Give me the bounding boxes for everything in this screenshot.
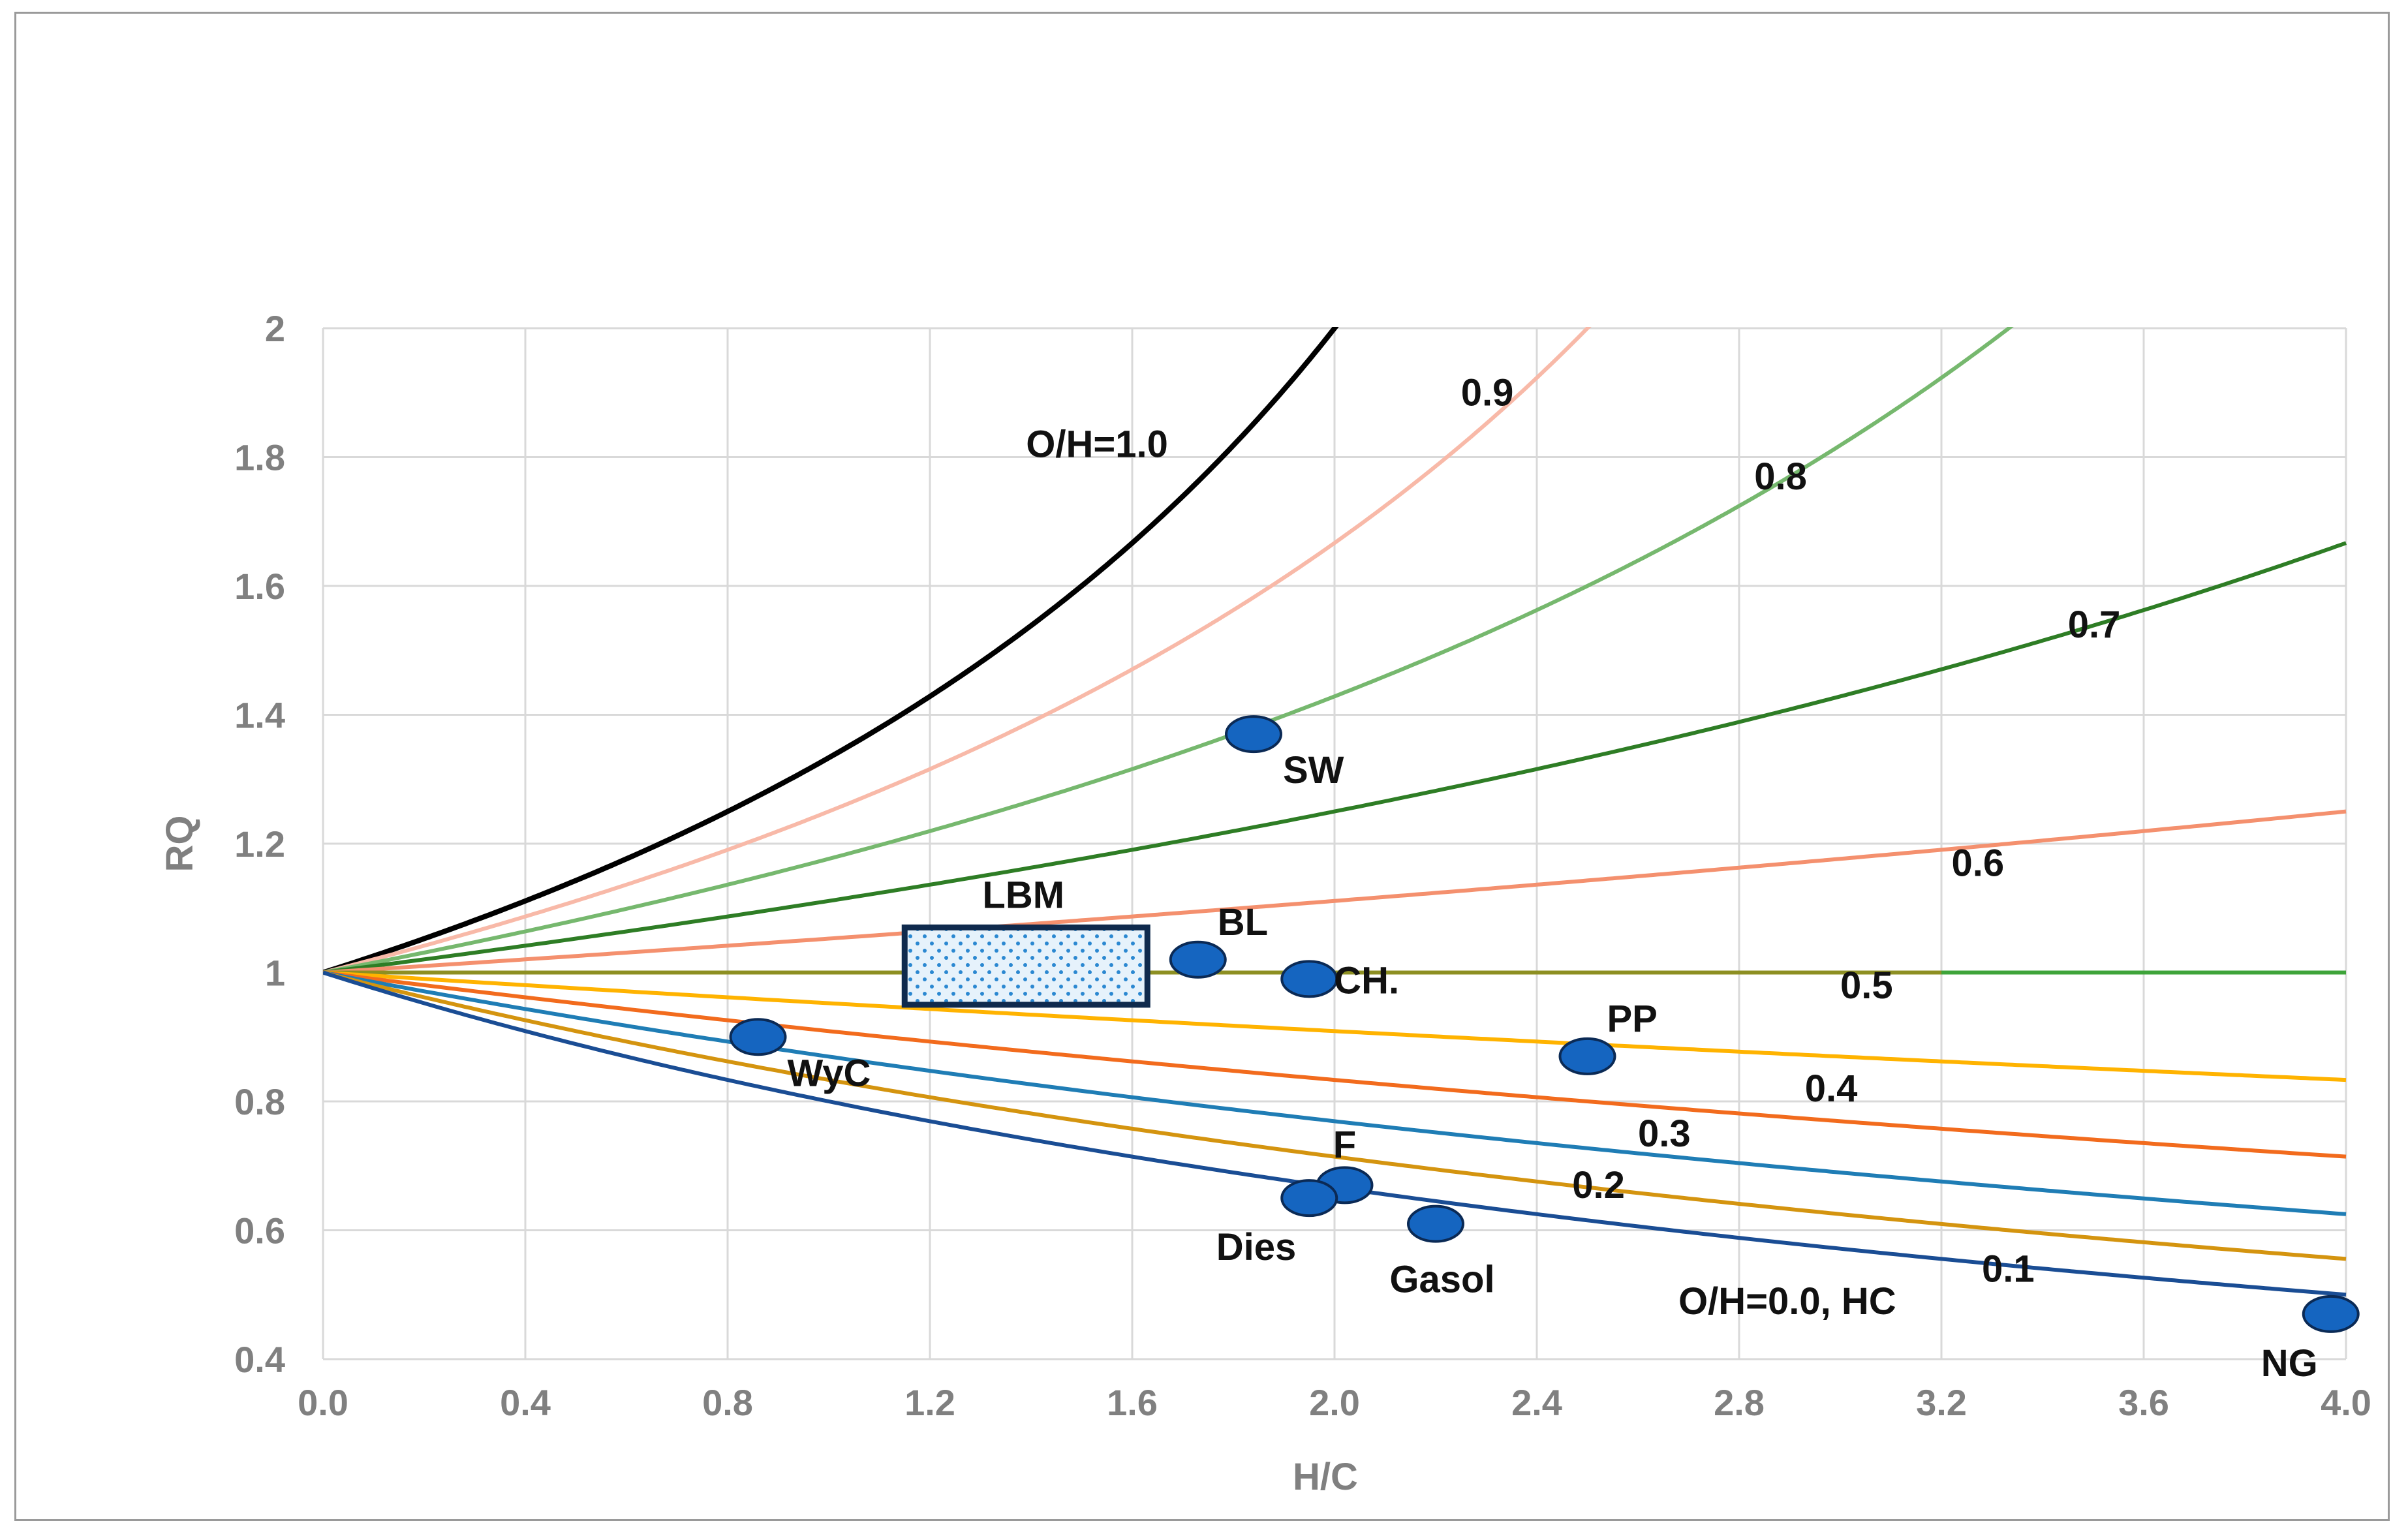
point-label-f: F bbox=[1333, 1124, 1356, 1166]
point-pp bbox=[1558, 1037, 1616, 1075]
curve-label-0-8: 0.8 bbox=[1754, 455, 1807, 498]
point-label-dies: Dies bbox=[1216, 1226, 1297, 1268]
y-axis-title: RQ bbox=[159, 816, 201, 872]
curve-label-0-7: 0.7 bbox=[2068, 604, 2121, 646]
point-ng bbox=[2302, 1295, 2360, 1333]
curve-0-4 bbox=[323, 970, 2347, 1082]
x-tick-label: 3.2 bbox=[1916, 1382, 1967, 1423]
x-tick-label: 0.0 bbox=[298, 1382, 348, 1423]
curve-0-1 bbox=[323, 970, 2347, 1261]
x-tick-label: 1.6 bbox=[1107, 1382, 1158, 1423]
curve-label-0-9: 0.9 bbox=[1461, 372, 1514, 414]
point-label-ng: NG bbox=[2261, 1342, 2318, 1385]
curve-0-9 bbox=[323, 327, 1592, 975]
curve-label-0-5: 0.5 bbox=[1840, 964, 1893, 1007]
point-label-pp: PP bbox=[1607, 998, 1658, 1040]
region-label-lbm: LBM bbox=[982, 874, 1064, 916]
curve-label-0-3: 0.3 bbox=[1638, 1112, 1691, 1155]
labels: O/H=1.0 0.9 0.8 0.7 0.6 0.5 0.4 0.3 0.2 0.1 O/H=0.… bbox=[788, 372, 2318, 1385]
x-tick-label: 2.0 bbox=[1309, 1382, 1360, 1423]
x-tick-label: 2.8 bbox=[1714, 1382, 1765, 1423]
x-tick-label: 4.0 bbox=[2321, 1382, 2371, 1423]
point-label-sw: SW bbox=[1283, 749, 1344, 791]
region-lbm bbox=[901, 924, 1150, 1008]
y-tick-label: 1.2 bbox=[234, 823, 285, 865]
point-sw bbox=[1225, 715, 1282, 754]
curve-label-o-h-1-0: O/H=1.0 bbox=[1026, 423, 1168, 466]
x-axis-title: H/C bbox=[1293, 1456, 1358, 1498]
point-label-bl: BL bbox=[1218, 901, 1268, 943]
chart-svg: 0.4 0.6 0.8 1 1.2 1.4 1.6 1.8 2 0.0 0.4 0.8 1.2 1.6 2.… bbox=[159, 308, 2371, 1498]
curve-label-0-6: 0.6 bbox=[1952, 842, 2005, 884]
point-gasol bbox=[1407, 1204, 1464, 1243]
point-bl bbox=[1169, 940, 1227, 979]
point-dies bbox=[1280, 1179, 1338, 1218]
curve-0-7 bbox=[323, 541, 2347, 975]
x-tick-label: 2.4 bbox=[1511, 1382, 1562, 1423]
curve-0-3 bbox=[323, 970, 2347, 1159]
y-tick-label: 0.4 bbox=[234, 1339, 285, 1380]
y-tick-label: 1.6 bbox=[234, 566, 285, 607]
y-tick-label: 1 bbox=[265, 953, 285, 994]
curves bbox=[323, 327, 2347, 1297]
chart-area: 0.4 0.6 0.8 1 1.2 1.4 1.6 1.8 2 0.0 0.4 0.8 1.2 1.6 2.… bbox=[14, 12, 2390, 1521]
x-tick-label: 0.8 bbox=[702, 1382, 753, 1423]
curve-o-h-1-0 bbox=[323, 327, 1339, 975]
curve-label-0-4: 0.4 bbox=[1805, 1067, 1858, 1110]
y-tick-label: 0.8 bbox=[234, 1081, 285, 1122]
x-tick-label: 1.2 bbox=[904, 1382, 955, 1423]
y-tick-label: 1.8 bbox=[234, 437, 285, 478]
gridlines bbox=[322, 327, 2347, 1360]
x-tick-label: 0.4 bbox=[500, 1382, 551, 1423]
y-tick-label: 0.6 bbox=[234, 1210, 285, 1251]
regions bbox=[901, 924, 1150, 1008]
point-wyc bbox=[729, 1018, 787, 1056]
curve-label-o-h-0-0-hc: O/H=0.0, HC bbox=[1678, 1280, 1896, 1323]
x-tick-label: 3.6 bbox=[2118, 1382, 2169, 1423]
data-points bbox=[729, 715, 2360, 1333]
point-label-ch: CH. bbox=[1334, 959, 1399, 1002]
y-tick-label: 2 bbox=[265, 308, 285, 349]
axes: 0.4 0.6 0.8 1 1.2 1.4 1.6 1.8 2 0.0 0.4 0.8 1.2 1.6 2.… bbox=[159, 308, 2371, 1498]
curve-0-6 bbox=[323, 809, 2347, 975]
point-ch bbox=[1280, 960, 1338, 998]
point-label-wyc: WyC bbox=[788, 1052, 871, 1094]
curve-0-2 bbox=[323, 970, 2347, 1216]
y-tick-label: 1.4 bbox=[234, 695, 285, 736]
curve-label-0-2: 0.2 bbox=[1572, 1164, 1625, 1206]
curve-label-0-1: 0.1 bbox=[1982, 1248, 2035, 1291]
point-label-gasol: Gasol bbox=[1389, 1259, 1494, 1301]
